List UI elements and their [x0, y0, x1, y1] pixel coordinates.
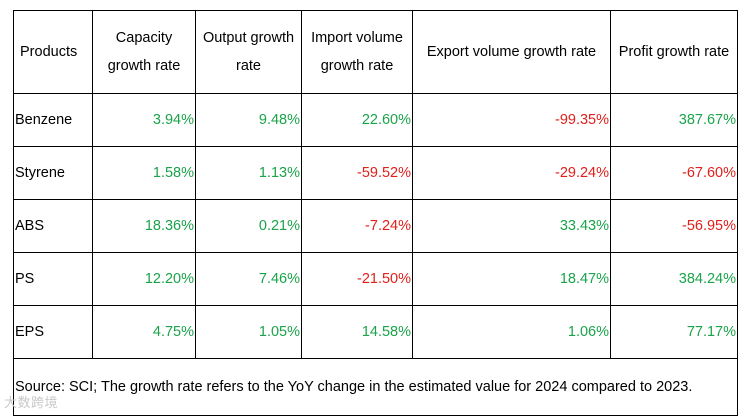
import-cell: -59.52% [301, 146, 413, 200]
import-cell: -21.50% [301, 252, 413, 306]
profit-cell: 387.67% [610, 93, 738, 147]
import-cell: 22.60% [301, 93, 413, 147]
export-cell: 33.43% [412, 199, 611, 253]
product-cell: PS [13, 252, 93, 306]
header-output: Output growth rate [195, 10, 302, 94]
growth-table: Products Capacity growth rate Output gro… [13, 10, 738, 416]
header-export: Export volume growth rate [412, 10, 611, 94]
source-note-row: Source: SCI; The growth rate refers to t… [13, 358, 738, 416]
header-row: Products Capacity growth rate Output gro… [13, 10, 738, 94]
profit-cell: -56.95% [610, 199, 738, 253]
table-row: Styrene 1.58% 1.13% -59.52% -29.24% -67.… [13, 146, 738, 200]
export-cell: 1.06% [412, 305, 611, 359]
table-row: EPS 4.75% 1.05% 14.58% 1.06% 77.17% [13, 305, 738, 359]
capacity-cell: 3.94% [92, 93, 196, 147]
export-cell: 18.47% [412, 252, 611, 306]
product-cell: ABS [13, 199, 93, 253]
output-cell: 1.13% [195, 146, 302, 200]
profit-cell: -67.60% [610, 146, 738, 200]
header-capacity: Capacity growth rate [92, 10, 196, 94]
capacity-cell: 1.58% [92, 146, 196, 200]
import-cell: 14.58% [301, 305, 413, 359]
output-cell: 7.46% [195, 252, 302, 306]
table-row: PS 12.20% 7.46% -21.50% 18.47% 384.24% [13, 252, 738, 306]
import-cell: -7.24% [301, 199, 413, 253]
product-cell: Benzene [13, 93, 93, 147]
export-cell: -29.24% [412, 146, 611, 200]
export-cell: -99.35% [412, 93, 611, 147]
profit-cell: 77.17% [610, 305, 738, 359]
profit-cell: 384.24% [610, 252, 738, 306]
output-cell: 1.05% [195, 305, 302, 359]
output-cell: 9.48% [195, 93, 302, 147]
header-import: Import volume growth rate [301, 10, 413, 94]
capacity-cell: 18.36% [92, 199, 196, 253]
watermark: 大数跨境 [4, 395, 59, 410]
output-cell: 0.21% [195, 199, 302, 253]
table-row: Benzene 3.94% 9.48% 22.60% -99.35% 387.6… [13, 93, 738, 147]
source-note: Source: SCI; The growth rate refers to t… [13, 358, 738, 416]
product-cell: Styrene [13, 146, 93, 200]
header-profit: Profit growth rate [610, 10, 738, 94]
capacity-cell: 4.75% [92, 305, 196, 359]
product-cell: EPS [13, 305, 93, 359]
header-products: Products [13, 10, 93, 94]
table-row: ABS 18.36% 0.21% -7.24% 33.43% -56.95% [13, 199, 738, 253]
capacity-cell: 12.20% [92, 252, 196, 306]
